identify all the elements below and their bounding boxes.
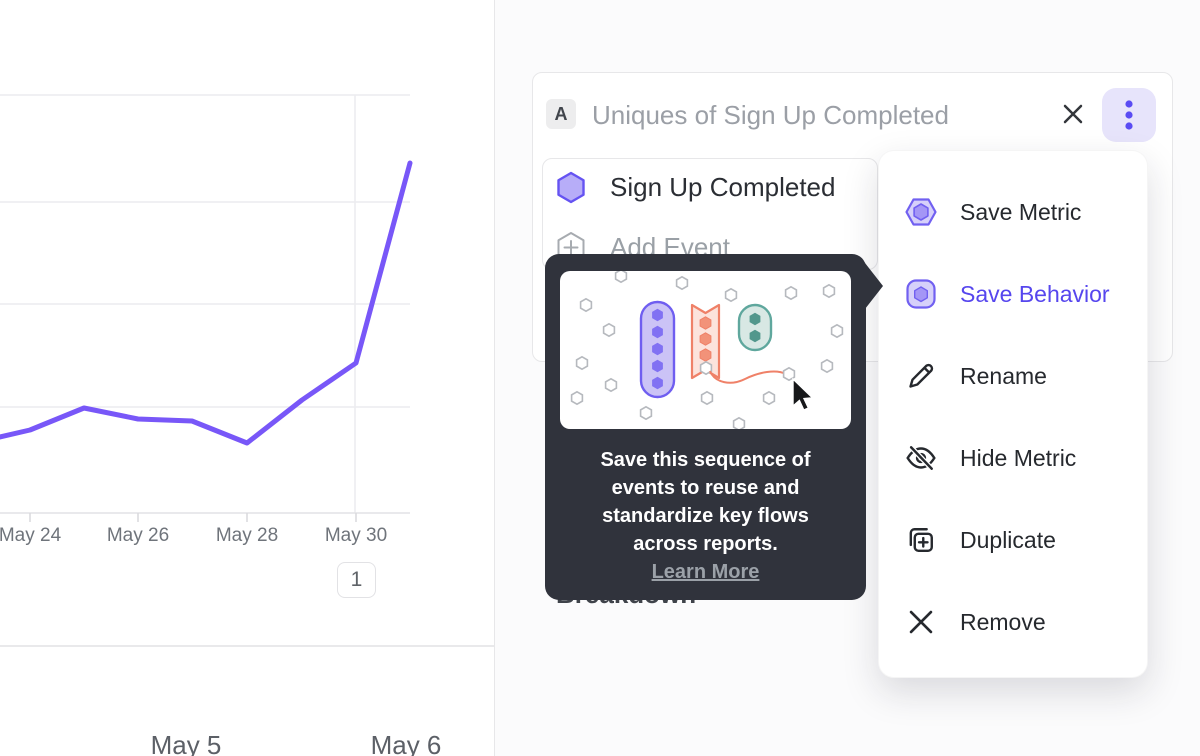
menu-item-save-behavior[interactable]: Save Behavior bbox=[879, 253, 1147, 335]
close-metric-button[interactable] bbox=[1058, 99, 1088, 129]
eye-off-icon bbox=[906, 444, 936, 472]
x-tick-label: May 28 bbox=[215, 525, 279, 546]
behavior-group-orange bbox=[690, 303, 721, 380]
menu-item-rename[interactable]: Rename bbox=[879, 335, 1147, 417]
tooltip-text: Save this sequence of events to reuse an… bbox=[545, 446, 866, 586]
tooltip-arrow bbox=[865, 263, 883, 309]
menu-item-label: Remove bbox=[960, 608, 1046, 635]
event-name: Sign Up Completed bbox=[610, 172, 836, 202]
behavior-group-purple bbox=[639, 300, 676, 399]
save-behavior-icon bbox=[906, 279, 936, 309]
menu-item-hide-metric[interactable]: Hide Metric bbox=[879, 417, 1147, 499]
duplicate-icon bbox=[909, 528, 933, 552]
tooltip-line: Save this sequence of bbox=[600, 449, 811, 471]
save-behavior-tooltip: Save this sequence of events to reuse an… bbox=[545, 254, 883, 600]
pencil-icon bbox=[909, 363, 934, 388]
x-tick-label: May 24 bbox=[0, 525, 62, 546]
menu-item-label: Duplicate bbox=[960, 526, 1056, 553]
menu-item-duplicate[interactable]: Duplicate bbox=[879, 499, 1147, 581]
pagination-page-button[interactable]: 1 bbox=[337, 562, 376, 598]
save-metric-hexagon-icon bbox=[905, 198, 937, 226]
metric-options-menu: Save Metric Save Behavior Rename Hi bbox=[878, 150, 1148, 678]
kebab-menu-icon bbox=[1125, 100, 1133, 130]
bottom-chart-x-label: May 5 bbox=[150, 730, 222, 756]
tooltip-line: events to reuse and bbox=[611, 477, 800, 499]
learn-more-link[interactable]: Learn More bbox=[651, 561, 760, 583]
trend-chart bbox=[0, 94, 413, 522]
menu-item-remove[interactable]: Remove bbox=[879, 581, 1147, 663]
menu-item-label: Rename bbox=[960, 362, 1047, 389]
close-icon bbox=[1063, 104, 1083, 124]
cursor-icon bbox=[792, 377, 814, 411]
event-row-sign-up-completed[interactable]: Sign Up Completed bbox=[556, 171, 835, 204]
metric-letter-badge: A bbox=[546, 99, 576, 129]
chart-pane: May 24 May 26 May 28 May 30 1 May 5 May … bbox=[0, 0, 494, 756]
menu-item-label: Save Behavior bbox=[960, 280, 1110, 307]
tooltip-line: standardize key flows bbox=[602, 505, 809, 527]
behavior-illustration bbox=[560, 271, 851, 429]
event-hexagon-icon bbox=[557, 171, 585, 204]
menu-item-label: Hide Metric bbox=[960, 444, 1077, 471]
behavior-group-teal bbox=[737, 303, 773, 352]
metric-title: Uniques of Sign Up Completed bbox=[592, 100, 949, 130]
x-tick-label: May 30 bbox=[324, 525, 388, 546]
menu-item-save-metric[interactable]: Save Metric bbox=[879, 171, 1147, 253]
x-tick-label: May 26 bbox=[106, 525, 170, 546]
bottom-chart-x-label: May 6 bbox=[370, 730, 442, 756]
menu-item-label: Save Metric bbox=[960, 198, 1082, 225]
tooltip-line: across reports. bbox=[633, 533, 778, 555]
pane-divider bbox=[494, 0, 496, 756]
x-icon bbox=[909, 610, 933, 634]
connector-squiggle bbox=[709, 370, 787, 384]
horizontal-divider bbox=[0, 645, 494, 647]
metric-options-button[interactable] bbox=[1102, 88, 1156, 142]
